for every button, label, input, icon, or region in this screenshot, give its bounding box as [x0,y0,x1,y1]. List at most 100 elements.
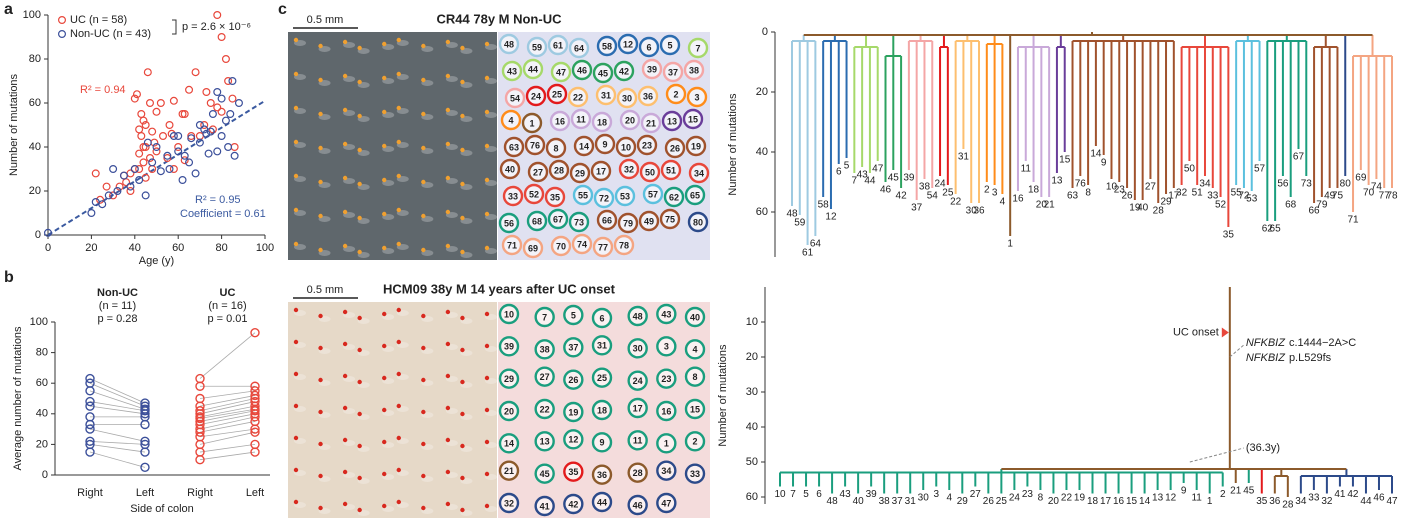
crypt-label: 2 [692,437,697,447]
crypt-label: 24 [633,376,643,386]
crypt-dot [357,476,361,480]
point [166,122,173,129]
point [92,170,99,177]
crypt-label: 38 [689,65,699,75]
leaf-label: 2 [1220,489,1226,500]
crypt-label: 62 [669,192,679,202]
leaf-label: 59 [794,218,806,229]
mutation-label: NFKBIZp.L529fs [1246,352,1332,364]
x-tick-label: 0 [45,242,51,254]
crypt-dot [485,178,489,182]
point [229,95,236,102]
point [138,111,145,118]
crypt-dot [460,114,464,118]
crypt-label: 28 [554,165,564,175]
point [214,148,221,155]
leaf-label: 18 [1028,185,1040,196]
point [157,168,164,175]
point [236,100,243,107]
crypt-dot [382,212,386,216]
point [192,69,199,76]
variant: c.1444−2A>C [1289,337,1356,349]
annotation: R² = 0.95 [195,194,241,206]
crypt-dot [343,40,347,44]
crypt-dot [382,110,386,114]
crypt-dot [318,180,322,184]
y-axis-label: Number of mutations [8,73,20,176]
crypt-label: 37 [668,67,678,77]
leaf-label: 8 [1085,188,1091,199]
y-tick-label: 20 [36,438,48,450]
y-tick-label: 60 [756,206,768,218]
crypt-dot [318,78,322,82]
point [136,150,143,157]
pair-line [90,452,145,467]
point [205,150,212,157]
crypt-dot [343,502,347,506]
crypt-label: 27 [540,372,550,382]
crypt-label: 1 [664,439,669,449]
scale-label: 0.5 mm [307,284,344,296]
leaf-label: 8 [1038,493,1044,504]
crypt-dot [318,378,322,382]
leaf-label: 34 [1199,179,1211,190]
point [179,177,186,184]
crypt-dot [382,246,386,250]
leaf-label: 26 [1122,191,1134,202]
crypt-dot [421,146,425,150]
crypt-dot [318,112,322,116]
crypt-label: 14 [504,439,514,449]
crypt-label: 49 [644,216,654,226]
crypt-label: 7 [542,312,547,322]
crypt-dot [421,346,425,350]
leaf-label: 16 [1012,194,1024,205]
crypt-label: 24 [531,91,541,101]
leaf-label: 22 [1061,493,1073,504]
crypt-label: 22 [540,404,550,414]
leaf-label: 10 [774,489,786,500]
leaf-label: 9 [1181,486,1187,497]
crypt-label: 5 [667,40,672,50]
leaf-label: 17 [1100,496,1112,507]
point [160,133,167,140]
point [186,86,193,93]
crypt-label: 63 [509,142,519,152]
crypt-label: 9 [599,438,604,448]
leaf-label: 39 [866,489,878,500]
point [203,89,210,96]
crypt-label: 42 [619,66,629,76]
point [136,126,143,133]
crypt-label: 48 [504,39,514,49]
leaf-label: 40 [1137,203,1149,214]
leaf-label: 35 [1256,496,1268,507]
point [88,210,95,217]
crypt-label: 77 [598,242,608,252]
point [207,100,214,107]
leaf-label: 12 [825,212,837,223]
crypt-dot [485,472,489,476]
crypt-label: 21 [504,466,514,476]
crypt-dot [382,42,386,46]
crypt-dot [421,112,425,116]
leaf-label: 53 [1246,194,1258,205]
pair-line [200,432,255,444]
crypt-label: 26 [670,143,680,153]
leaf-label: 21 [1230,486,1242,497]
crypt-label: 69 [528,243,538,253]
crypt-label: 10 [621,142,631,152]
crypt-label: 23 [661,374,671,384]
leaf-label: 80 [1340,179,1352,190]
point [218,95,225,102]
x-tick-label: 100 [256,242,274,254]
leaf-label: 42 [1347,489,1359,500]
crypt-dot [294,500,298,504]
crypt-dot [294,340,298,344]
crypt-label: 10 [504,309,514,319]
leaf-label: 9 [1101,158,1107,169]
point [197,133,204,140]
pair-line [200,409,255,418]
leaf-label: 39 [903,173,915,184]
leaf-label: 11 [1021,164,1032,175]
crypt-dot [460,316,464,320]
crypt-dot [397,372,401,376]
